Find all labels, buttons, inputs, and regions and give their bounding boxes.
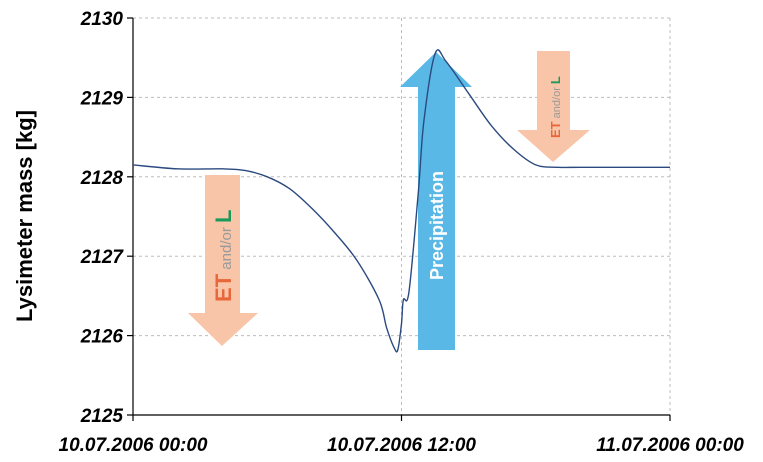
axes bbox=[127, 17, 671, 421]
et-arrow-left-label: ET and/or L bbox=[211, 210, 236, 302]
x-tick-label: 10.07.2006 12:00 bbox=[327, 435, 476, 456]
et-arrow-left: ET and/or L bbox=[188, 175, 258, 346]
l-text: L bbox=[211, 210, 236, 223]
y-tick-label: 2125 bbox=[80, 406, 124, 427]
andor-text-small: and/or bbox=[551, 84, 563, 121]
x-tick-label: 11.07.2006 00:00 bbox=[596, 435, 744, 456]
grid bbox=[133, 17, 671, 415]
y-tick-label: 2129 bbox=[80, 88, 124, 109]
et-arrow-right-label: ET and/or L bbox=[548, 76, 563, 138]
precipitation-arrow-shape bbox=[400, 52, 472, 350]
precipitation-arrow: Precipitation bbox=[400, 52, 472, 350]
et-arrow-right-shape bbox=[517, 51, 590, 162]
et-arrow-right: ET and/or L bbox=[517, 51, 590, 162]
et-text-small: ET bbox=[548, 121, 563, 138]
y-tick-labels: 2125 2126 2127 2128 2129 2130 bbox=[80, 9, 125, 427]
et-arrow-left-shape bbox=[188, 175, 258, 346]
et-text: ET bbox=[211, 273, 236, 302]
y-tick-label: 2126 bbox=[80, 327, 124, 348]
precipitation-label: Precipitation bbox=[427, 171, 447, 280]
series-line bbox=[132, 49, 670, 353]
l-text-small: L bbox=[548, 76, 563, 84]
andor-text: and/or bbox=[218, 223, 235, 274]
y-tick-label: 2130 bbox=[80, 9, 124, 30]
x-tick-labels: 10.07.2006 00:00 10.07.2006 12:00 11.07.20… bbox=[59, 435, 745, 456]
x-tick-label: 10.07.2006 00:00 bbox=[59, 435, 208, 456]
y-axis-label: Lysimeter mass [kg] bbox=[12, 110, 37, 322]
y-tick-label: 2128 bbox=[80, 168, 124, 189]
y-tick-label: 2127 bbox=[80, 247, 125, 268]
